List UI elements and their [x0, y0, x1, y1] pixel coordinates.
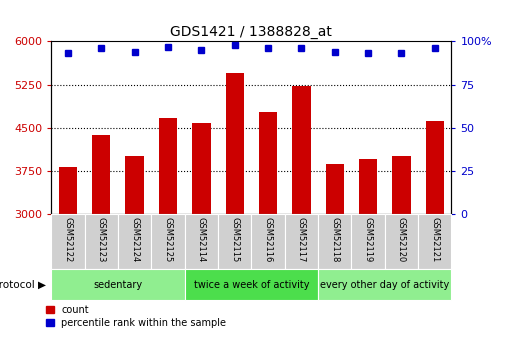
Text: twice a week of activity: twice a week of activity [193, 280, 309, 289]
Bar [51, 214, 85, 269]
Bar [318, 269, 451, 300]
Bar [251, 214, 285, 269]
Bar [218, 214, 251, 269]
Text: GSM52121: GSM52121 [430, 217, 439, 262]
Text: GSM52117: GSM52117 [297, 217, 306, 262]
Bar [392, 156, 410, 214]
Bar [426, 121, 444, 214]
Bar [385, 214, 418, 269]
Text: sedentary: sedentary [93, 280, 143, 289]
Bar [192, 123, 210, 214]
Text: GSM52119: GSM52119 [364, 217, 372, 262]
Bar [92, 135, 110, 214]
Text: every other day of activity: every other day of activity [320, 280, 449, 289]
Text: GSM52118: GSM52118 [330, 217, 339, 262]
Bar [351, 214, 385, 269]
Bar [185, 269, 318, 300]
Bar [326, 164, 344, 214]
Text: GSM52123: GSM52123 [97, 217, 106, 262]
Bar [118, 214, 151, 269]
Bar [359, 159, 377, 214]
Text: GSM52122: GSM52122 [64, 217, 72, 262]
Text: GSM52115: GSM52115 [230, 217, 239, 262]
Text: GSM52116: GSM52116 [264, 217, 272, 262]
Bar [59, 167, 77, 214]
Bar [418, 214, 451, 269]
Legend: count, percentile rank within the sample: count, percentile rank within the sample [46, 305, 226, 328]
Text: GSM52120: GSM52120 [397, 217, 406, 262]
Title: GDS1421 / 1388828_at: GDS1421 / 1388828_at [170, 25, 332, 39]
Bar [285, 214, 318, 269]
Bar [85, 214, 118, 269]
Bar [151, 214, 185, 269]
Bar [292, 86, 310, 214]
Bar [259, 111, 277, 214]
Text: GSM52124: GSM52124 [130, 217, 139, 262]
Bar [51, 269, 185, 300]
Bar [159, 118, 177, 214]
Bar [226, 73, 244, 214]
Text: GSM52125: GSM52125 [164, 217, 172, 262]
Text: protocol ▶: protocol ▶ [0, 280, 46, 289]
Bar [318, 214, 351, 269]
Bar [185, 214, 218, 269]
Text: GSM52114: GSM52114 [197, 217, 206, 262]
Bar [126, 156, 144, 214]
